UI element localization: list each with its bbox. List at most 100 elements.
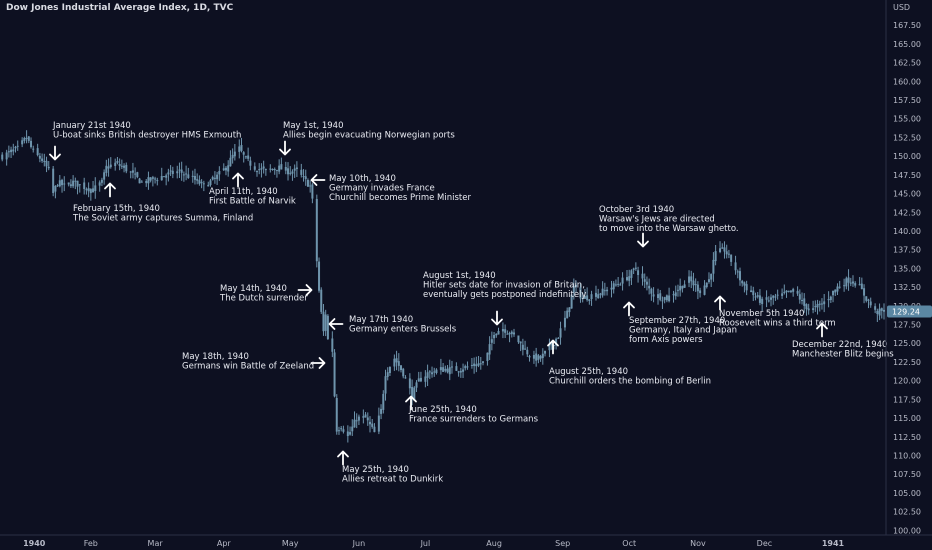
candle: [273, 167, 276, 175]
candle: [820, 298, 823, 310]
y-tick-label: 167.50: [893, 21, 921, 30]
candle: [346, 425, 349, 443]
candle: [776, 289, 779, 300]
candle: [229, 150, 232, 167]
candle: [284, 161, 287, 175]
candle: [838, 280, 841, 289]
candle: [767, 296, 770, 303]
candle: [444, 365, 447, 373]
candle: [727, 249, 730, 259]
candle: [504, 324, 507, 338]
candle: [147, 171, 150, 190]
candle: [240, 137, 243, 153]
candle: [816, 299, 819, 315]
x-axis[interactable]: 1940 Feb Mar Apr May Jun Jul Aug Sep Oct Nov Dec 194…: [23, 539, 844, 548]
annotation-line: May 14th, 1940: [220, 284, 287, 294]
candle: [544, 350, 547, 357]
candle: [473, 357, 476, 374]
candle: [1, 152, 4, 162]
annotation-line: to move into the Warsaw ghetto.: [599, 224, 739, 234]
candle: [634, 262, 637, 271]
candle: [765, 290, 768, 308]
candle: [89, 188, 92, 201]
candle: [738, 267, 741, 286]
candle: [690, 270, 693, 289]
candle: [61, 178, 64, 193]
candle: [238, 139, 241, 159]
candle: [761, 296, 764, 312]
candle: [723, 241, 726, 259]
y-tick-label: 102.50: [893, 508, 921, 517]
candle: [563, 310, 566, 331]
x-tick-label: Jul: [420, 539, 431, 548]
candle: [812, 300, 815, 314]
annotation-line: August 25th, 1940: [549, 367, 628, 377]
candle: [477, 356, 480, 368]
candle: [832, 290, 835, 303]
candle: [373, 423, 376, 433]
candle: [719, 241, 722, 254]
candle: [710, 273, 713, 287]
candle: [136, 171, 139, 179]
annotation-line: France surrenders to Germans: [409, 415, 539, 425]
candle: [858, 277, 861, 286]
candle: [792, 287, 795, 297]
candle: [679, 278, 682, 297]
candle: [116, 157, 119, 165]
candle: [87, 182, 90, 198]
candle: [876, 308, 879, 322]
candle: [497, 327, 500, 335]
candle: [524, 340, 527, 350]
candle: [758, 289, 761, 306]
candle: [244, 155, 247, 159]
candle: [402, 367, 405, 379]
candle: [865, 296, 868, 303]
y-tick-label: 150.00: [893, 152, 921, 161]
candle: [196, 173, 199, 185]
y-tick-label: 115.00: [893, 414, 921, 423]
candle: [78, 184, 81, 193]
candle: [302, 169, 305, 182]
candle: [583, 289, 586, 299]
candle: [404, 375, 407, 379]
candle: [428, 370, 431, 380]
y-axis[interactable]: 100.00 102.50 105.00 107.50 110.00 112.50 115.…: [893, 21, 921, 535]
candle: [619, 282, 622, 286]
y-tick-label: 135.00: [893, 264, 921, 273]
candle: [335, 394, 338, 435]
candle: [309, 180, 312, 193]
x-tick-label: 1940: [23, 539, 46, 548]
candle: [180, 161, 183, 181]
candle: [851, 275, 854, 287]
candle: [785, 290, 788, 298]
candle: [7, 145, 10, 158]
candle: [218, 166, 221, 181]
candle: [519, 341, 522, 352]
candle: [774, 293, 777, 301]
y-tick-label: 110.00: [893, 452, 921, 461]
y-tick-label: 120.00: [893, 377, 921, 386]
annotation-line: Germans win Battle of Zeeland: [182, 362, 314, 372]
candle: [752, 286, 755, 301]
candle: [714, 245, 717, 266]
annotation-line: May 10th, 1940: [329, 174, 396, 184]
candle: [52, 166, 55, 197]
y-axis-currency: USD: [893, 3, 910, 12]
y-tick-label: 112.50: [893, 433, 921, 442]
annotation-line: Churchill becomes Prime Minister: [329, 193, 471, 203]
candle: [721, 243, 724, 249]
candle: [125, 162, 128, 174]
candle: [149, 177, 152, 183]
candle: [27, 136, 30, 144]
candle: [818, 300, 821, 312]
candle: [364, 412, 367, 418]
candle: [342, 425, 345, 434]
candle: [154, 176, 157, 184]
annotation-line: U-boat sinks British destroyer HMS Exmou…: [53, 131, 241, 141]
